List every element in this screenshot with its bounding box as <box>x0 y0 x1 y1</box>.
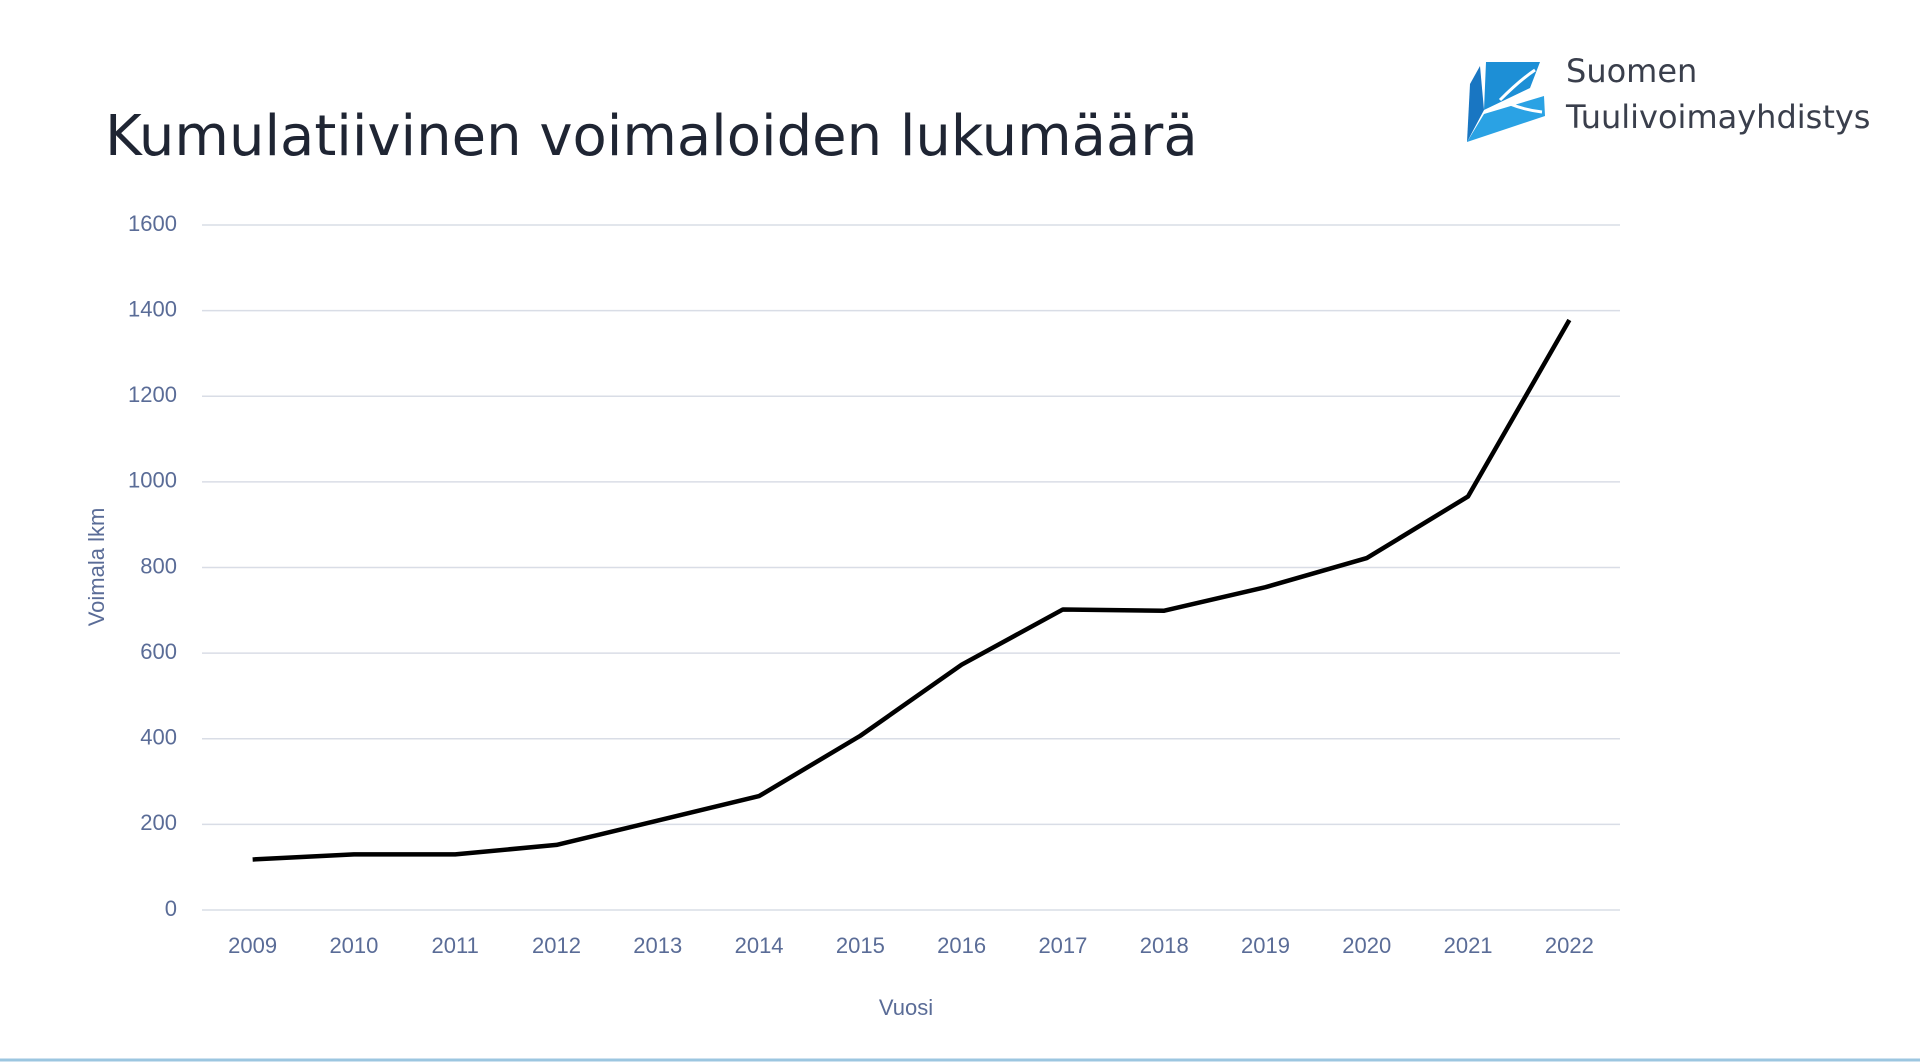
chart-title: Kumulatiivinen voimaloiden lukumäärä <box>105 104 1198 169</box>
logo-text: Tuulivoimayhdistys <box>1565 98 1870 136</box>
y-axis-label: Voimala lkm <box>84 508 109 627</box>
logo-icon <box>1467 62 1545 142</box>
y-tick-label: 1400 <box>128 296 177 321</box>
x-tick-label: 2013 <box>633 933 682 958</box>
x-tick-label: 2016 <box>937 933 986 958</box>
x-tick-label: 2020 <box>1342 933 1391 958</box>
x-tick-label: 2015 <box>836 933 885 958</box>
x-tick-label: 2018 <box>1140 933 1189 958</box>
y-tick-label: 400 <box>140 725 177 750</box>
y-tick-label: 0 <box>165 896 177 921</box>
y-tick-label: 600 <box>140 639 177 664</box>
x-tick-label: 2017 <box>1038 933 1087 958</box>
x-tick-label: 2012 <box>532 933 581 958</box>
logo-text: Suomen <box>1566 52 1697 90</box>
x-tick-label: 2010 <box>329 933 378 958</box>
x-tick-label: 2014 <box>735 933 784 958</box>
y-tick-label: 1000 <box>128 468 177 493</box>
y-tick-label: 200 <box>140 810 177 835</box>
x-tick-label: 2009 <box>228 933 277 958</box>
y-tick-label: 800 <box>140 553 177 578</box>
x-tick-label: 2022 <box>1545 933 1594 958</box>
y-tick-label: 1200 <box>128 382 177 407</box>
x-tick-label: 2011 <box>432 933 479 958</box>
line <box>252 318 1572 862</box>
y-tick-label: 1600 <box>128 211 177 236</box>
x-tick-label: 2019 <box>1241 933 1290 958</box>
x-axis-label: Vuosi <box>879 995 933 1020</box>
x-tick-label: 2021 <box>1444 933 1493 958</box>
